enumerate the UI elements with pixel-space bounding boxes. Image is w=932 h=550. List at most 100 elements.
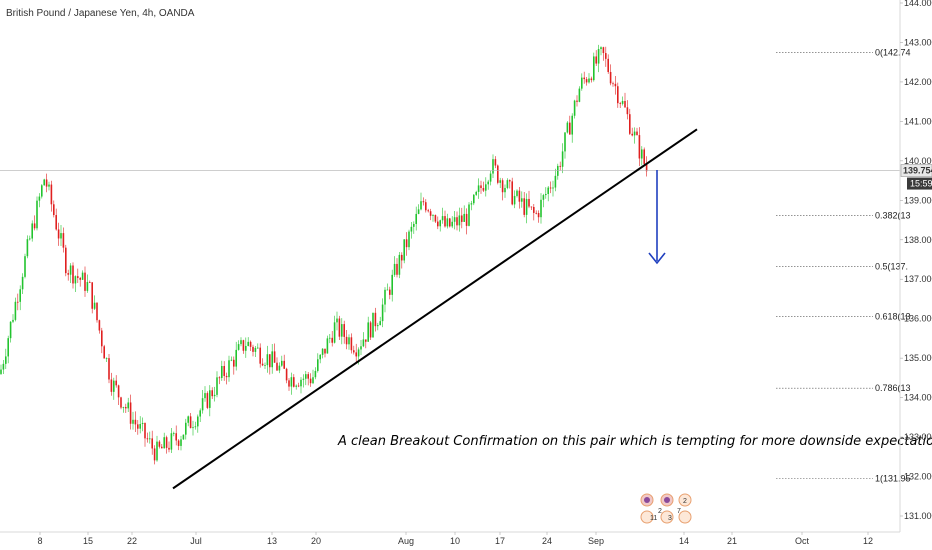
candle-body (60, 233, 62, 239)
price-tick-label: 144.000 (904, 0, 932, 8)
candle-body (206, 393, 209, 408)
candle-body (530, 206, 533, 208)
candle-body (480, 185, 482, 189)
candle-body (29, 238, 31, 240)
candle-body (77, 276, 79, 278)
candle-body (266, 354, 269, 366)
candle-body (180, 439, 182, 446)
candle-body (345, 336, 348, 345)
price-tick-label: 141.000 (904, 116, 932, 126)
candle-body (173, 433, 175, 435)
price-tick-label: 139.000 (904, 195, 932, 205)
candle-body (609, 71, 612, 84)
candle-body (137, 424, 139, 429)
fib-retracement[interactable]: 0(142.74 0.382(13 0.5(137. 0.618(13 0.786(13… (776, 48, 911, 484)
candle-body (605, 53, 607, 59)
current-price-badge (900, 164, 932, 177)
candle-body (585, 79, 588, 83)
candle-body (341, 324, 343, 337)
candle-body (523, 198, 525, 215)
countdown-badge (907, 177, 932, 190)
candle-body (55, 215, 57, 230)
time-tick-label: 12 (863, 536, 873, 546)
candle-body (17, 301, 19, 303)
event-markers[interactable]: 11 2 3 7 2 (640, 493, 692, 524)
candle-body (177, 440, 180, 446)
candle-body (223, 365, 225, 376)
candle-body (329, 337, 331, 339)
candle-body (475, 191, 477, 195)
candle-body (165, 437, 168, 448)
candle-body (105, 358, 108, 359)
candle-body (254, 347, 257, 352)
candle-body (561, 151, 564, 167)
candle-body (285, 368, 288, 381)
candle-body (396, 263, 398, 275)
candle-body (228, 360, 230, 378)
time-axis[interactable]: 8 15 22 Jul 13 20 Aug 10 17 24 Sep 14 21 Oct 12 (0, 531, 900, 546)
candle-body (283, 360, 285, 369)
candle-body (141, 423, 144, 425)
candle-body (597, 49, 600, 64)
fib-label: 0.618(13 (875, 312, 911, 322)
candle-body (465, 213, 468, 226)
candle-body (533, 206, 535, 213)
candle-body (24, 256, 26, 277)
candle-body (7, 338, 9, 357)
event-marker-3-label: 2 (683, 498, 687, 505)
candle-body (552, 187, 554, 189)
price-tick-label: 131.000 (904, 511, 932, 521)
candle-body (182, 434, 185, 440)
candle-body (451, 221, 453, 227)
price-tick-label: 138.000 (904, 235, 932, 245)
candle-body (271, 351, 273, 368)
candle-body (463, 213, 465, 222)
candle-body (393, 263, 396, 275)
time-tick-label: 8 (37, 536, 42, 546)
candle-body (432, 215, 434, 216)
candle-body (67, 273, 69, 275)
candle-body (425, 202, 427, 211)
candle-body (33, 223, 36, 229)
candle-body (156, 441, 158, 461)
candle-body (633, 131, 636, 136)
event-marker-3[interactable]: 2 (678, 493, 692, 524)
candle-body (535, 212, 537, 214)
down-arrow[interactable] (648, 170, 666, 265)
candle-body (101, 330, 103, 347)
candle-body (429, 211, 432, 216)
candle-body (559, 165, 561, 167)
candle-body (355, 352, 357, 357)
candle-body (638, 135, 641, 159)
candle-body (641, 149, 643, 159)
candle-body (401, 254, 403, 261)
candle-body (499, 180, 501, 183)
candle-body (295, 385, 297, 387)
trendline[interactable] (172, 128, 698, 490)
event-marker-1[interactable]: 11 2 (640, 493, 662, 524)
candle-body (317, 359, 319, 371)
event-marker-1-label: 11 (650, 515, 657, 522)
candle-body (487, 181, 489, 185)
candle-body (281, 360, 283, 366)
candle-body (108, 358, 110, 380)
candle-body (252, 346, 254, 352)
candle-body (41, 185, 43, 197)
price-axis[interactable]: 144.000 143.000 142.000 141.000 140.000 139.0… (899, 0, 932, 532)
candle-body (93, 302, 96, 309)
candle-body (492, 159, 494, 174)
candle-body (96, 302, 98, 321)
candle-body (391, 274, 393, 295)
candle-body (185, 422, 187, 435)
price-tick-label: 137.000 (904, 274, 932, 284)
candle-body (302, 378, 305, 380)
candle-body (163, 437, 165, 449)
annotation-text[interactable]: A clean Breakout Confirmation on this pa… (337, 434, 932, 449)
candle-body (189, 416, 192, 429)
event-marker-2[interactable]: 3 7 (660, 493, 681, 524)
time-tick-label: Sep (588, 536, 604, 546)
price-tick-label: 143.000 (904, 37, 932, 47)
candle-body (377, 325, 379, 327)
candle-body (511, 181, 513, 205)
